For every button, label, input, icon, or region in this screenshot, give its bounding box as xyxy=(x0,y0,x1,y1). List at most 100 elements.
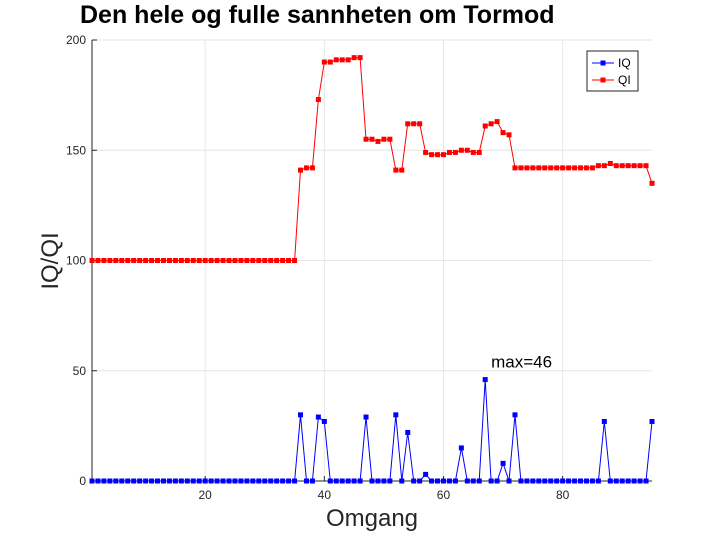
data-point-qi xyxy=(488,121,494,127)
data-point-iq xyxy=(155,478,161,484)
data-point-iq xyxy=(524,478,530,484)
data-point-iq xyxy=(607,478,613,484)
data-point-qi xyxy=(476,149,482,155)
data-point-qi xyxy=(583,165,589,171)
data-point-qi xyxy=(113,258,119,263)
data-point-iq xyxy=(357,478,363,484)
data-point-qi xyxy=(315,97,321,103)
data-point-iq xyxy=(262,478,268,484)
data-point-iq xyxy=(560,478,566,484)
data-point-qi xyxy=(256,258,262,263)
data-point-qi xyxy=(220,258,226,263)
data-point-iq xyxy=(315,414,321,420)
data-point-iq xyxy=(482,377,488,383)
data-point-qi xyxy=(369,136,375,142)
data-point-qi xyxy=(351,55,357,61)
data-point-qi xyxy=(613,163,619,169)
data-point-iq xyxy=(327,478,333,484)
data-point-iq xyxy=(149,478,155,484)
data-point-iq xyxy=(119,478,125,484)
data-point-qi xyxy=(631,163,637,169)
y-tick-label: 50 xyxy=(73,364,87,378)
data-point-iq xyxy=(107,478,113,484)
data-point-iq xyxy=(292,478,298,484)
data-point-qi xyxy=(226,258,232,263)
data-point-iq xyxy=(649,418,655,424)
data-point-iq xyxy=(280,478,286,484)
data-point-qi xyxy=(149,258,155,263)
data-point-qi xyxy=(143,258,149,263)
y-axis-label: IQ/QI xyxy=(37,232,64,289)
legend: IQ QI xyxy=(586,50,639,92)
data-point-iq xyxy=(339,478,345,484)
data-point-iq xyxy=(232,478,238,484)
data-point-iq xyxy=(244,478,250,484)
data-point-qi xyxy=(303,165,309,171)
data-point-qi xyxy=(268,258,274,263)
data-point-qi xyxy=(560,165,566,171)
data-point-iq xyxy=(137,478,143,484)
data-point-iq xyxy=(214,478,220,484)
data-point-iq xyxy=(220,478,226,484)
data-point-qi xyxy=(482,123,488,129)
data-point-iq xyxy=(190,478,196,484)
data-point-qi xyxy=(321,59,327,65)
data-point-qi xyxy=(387,136,393,142)
data-point-qi xyxy=(494,119,500,125)
data-point-iq xyxy=(202,478,208,484)
data-point-iq xyxy=(637,478,643,484)
data-point-qi xyxy=(518,165,524,171)
data-point-iq xyxy=(196,478,202,484)
data-point-qi xyxy=(607,160,613,166)
data-point-iq xyxy=(268,478,274,484)
data-point-qi xyxy=(131,258,137,263)
data-point-qi xyxy=(595,163,601,169)
y-tick-label: 200 xyxy=(66,33,86,47)
series-line-iq xyxy=(92,379,653,482)
data-point-qi xyxy=(601,163,607,169)
data-point-qi xyxy=(280,258,286,263)
data-point-qi xyxy=(375,138,381,144)
data-point-iq xyxy=(143,478,149,484)
data-point-iq xyxy=(631,478,637,484)
data-point-qi xyxy=(160,258,166,263)
data-point-iq xyxy=(429,478,435,484)
data-point-qi xyxy=(202,258,208,263)
data-point-iq xyxy=(440,478,446,484)
data-point-qi xyxy=(524,165,530,171)
x-tick-label: 80 xyxy=(556,488,570,502)
data-point-iq xyxy=(298,412,304,418)
data-point-qi xyxy=(625,163,631,169)
data-point-iq xyxy=(548,478,554,484)
data-point-iq xyxy=(643,478,649,484)
data-point-qi xyxy=(435,152,441,158)
data-point-iq xyxy=(399,478,405,484)
data-point-qi xyxy=(345,57,351,63)
data-point-qi xyxy=(506,132,512,138)
data-point-qi xyxy=(566,165,572,171)
data-point-iq xyxy=(542,478,548,484)
data-point-qi xyxy=(429,152,435,158)
data-point-qi xyxy=(542,165,548,171)
data-point-qi xyxy=(423,149,429,155)
data-point-qi xyxy=(464,147,470,153)
data-point-qi xyxy=(286,258,292,263)
data-point-qi xyxy=(238,258,244,263)
data-point-iq xyxy=(178,478,184,484)
data-point-qi xyxy=(405,121,411,127)
data-point-qi xyxy=(119,258,125,263)
y-tick-label: 100 xyxy=(66,254,86,268)
data-point-iq xyxy=(309,478,315,484)
data-point-iq xyxy=(113,478,119,484)
data-point-iq xyxy=(321,418,327,424)
data-point-iq xyxy=(208,478,214,484)
data-point-iq xyxy=(166,478,172,484)
data-point-iq xyxy=(613,478,619,484)
data-point-qi xyxy=(250,258,256,263)
data-point-iq xyxy=(101,478,107,484)
data-point-iq xyxy=(345,478,351,484)
data-point-iq xyxy=(95,478,101,484)
data-point-qi xyxy=(578,165,584,171)
y-tick-label: 0 xyxy=(79,474,86,488)
data-point-qi xyxy=(333,57,339,63)
